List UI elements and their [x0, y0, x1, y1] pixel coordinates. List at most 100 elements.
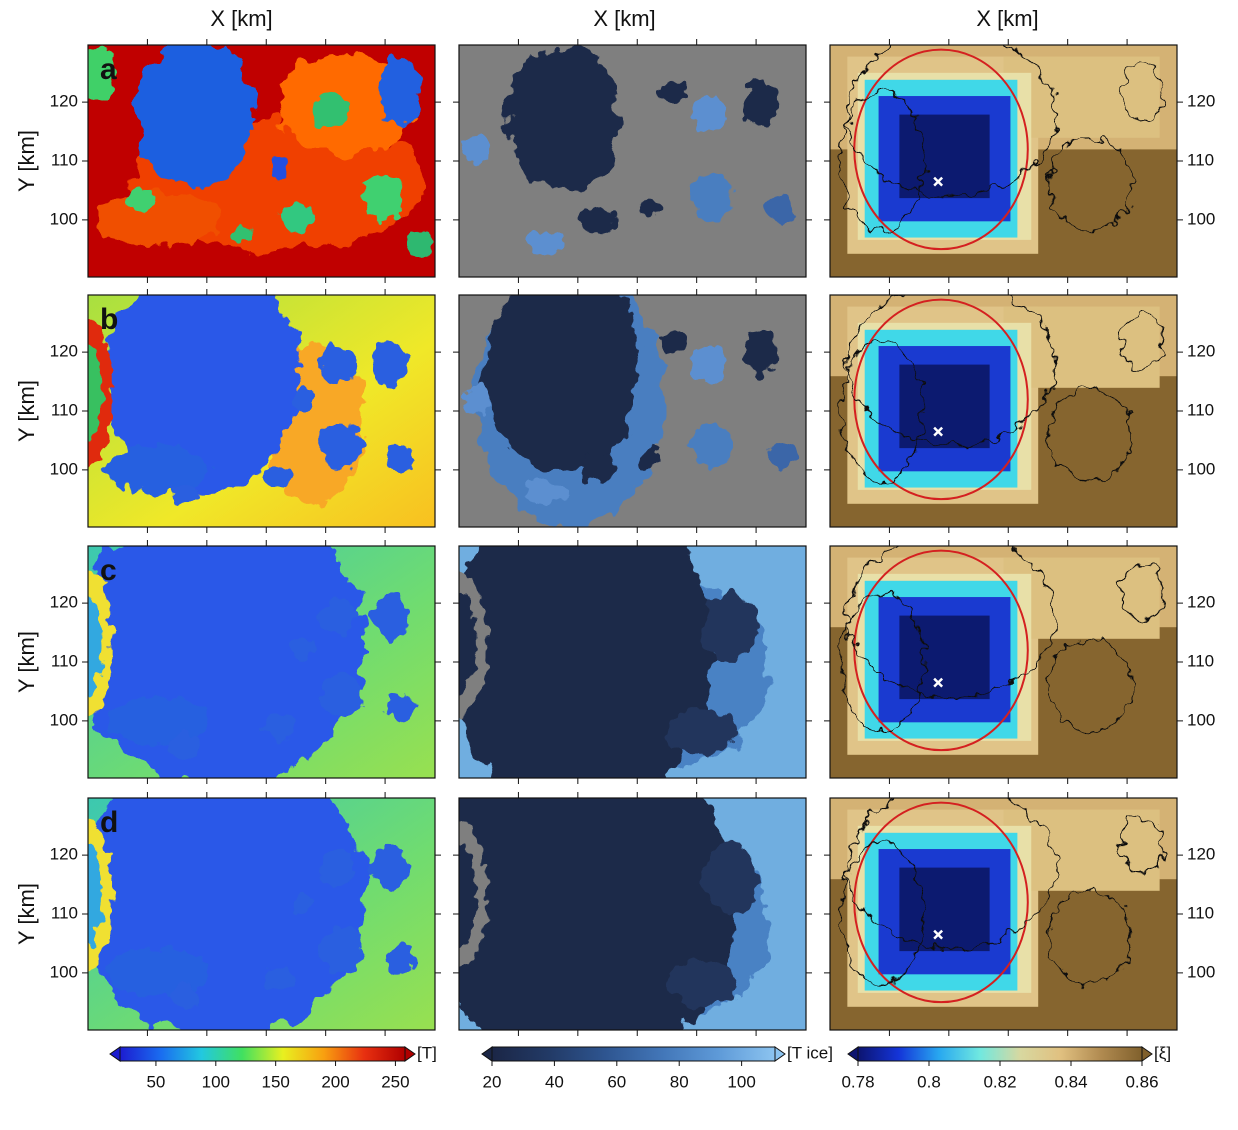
colorbar-end	[775, 1047, 785, 1061]
terrain-patch	[768, 193, 796, 221]
map-panel	[424, 735, 806, 1069]
terrain-patch	[702, 592, 758, 662]
terrain-patch	[320, 597, 355, 634]
colorbar-end	[405, 1047, 415, 1061]
terrain-patch	[126, 187, 154, 210]
y-tick-label: 100	[1187, 962, 1215, 981]
colorbar-label: [T]	[417, 1043, 437, 1062]
colorbar-tick-label: 0.86	[1125, 1072, 1158, 1091]
terrain-patch	[639, 198, 660, 217]
colorbar-tick-label: 100	[727, 1072, 755, 1091]
column-title: X [km]	[593, 6, 655, 31]
colorbar-tick-label: 150	[261, 1072, 289, 1091]
map-panel	[830, 786, 1177, 1030]
colorbar-tick-label: 250	[381, 1072, 409, 1091]
terrain-patch	[95, 191, 220, 247]
y-tick-label: 100	[1187, 209, 1215, 228]
colorbar-tick-label: 40	[545, 1072, 564, 1091]
colorbar-tick-label: 60	[607, 1072, 626, 1091]
column-title: X [km]	[976, 6, 1038, 31]
terrain-patch	[320, 926, 362, 972]
terrain-patch	[508, 45, 619, 193]
terrain-patch	[691, 346, 726, 383]
terrain-patch	[667, 960, 736, 1006]
y-tick-label: 110	[51, 903, 78, 922]
terrain-patch	[320, 423, 362, 469]
figure: X [km] X [km] X [km] Y [km] 100 110 120 a 100 110…	[0, 0, 1238, 1125]
colorbar-tick-label: 0.8	[917, 1072, 941, 1091]
y-tick-label: 100	[50, 710, 78, 729]
y-tick-label: 110	[51, 651, 78, 670]
colorbar-tick-label: 80	[670, 1072, 689, 1091]
map-panel	[830, 283, 1177, 527]
terrain-patch	[265, 715, 293, 738]
terrain-patch	[899, 365, 989, 449]
colorbar-tick-label: 0.84	[1054, 1072, 1087, 1091]
map-panel	[830, 534, 1177, 778]
column-title: X [km]	[210, 6, 272, 31]
terrain-patch	[373, 592, 408, 638]
colorbar	[492, 1047, 775, 1061]
terrain-patch	[386, 694, 414, 722]
map-panel	[64, 500, 435, 788]
y-axis-label: Y [km]	[14, 130, 39, 192]
terrain-patch	[404, 228, 432, 256]
y-tick-label: 110	[1187, 400, 1214, 419]
terrain-patch	[279, 203, 314, 231]
terrain-patch	[744, 80, 779, 126]
colorbar-label: [ξ]	[1154, 1043, 1171, 1062]
terrain-patch	[137, 40, 255, 188]
terrain-patch	[320, 346, 355, 383]
colorbar-end	[848, 1047, 858, 1061]
terrain-patch	[667, 708, 736, 754]
y-tick-label: 110	[1187, 903, 1214, 922]
colorbar	[858, 1047, 1142, 1061]
map-panel	[81, 40, 435, 277]
terrain-patch	[660, 330, 688, 353]
y-tick-label: 110	[51, 400, 78, 419]
terrain-patch	[462, 135, 490, 163]
panel-letter: d	[100, 806, 118, 839]
terrain-patch	[234, 226, 255, 245]
terrain-patch	[265, 464, 293, 487]
y-tick-label: 100	[1187, 710, 1215, 729]
terrain-patch	[320, 674, 362, 720]
map-panel	[459, 45, 806, 277]
terrain-patch	[314, 91, 349, 128]
y-tick-label: 100	[50, 209, 78, 228]
terrain-patch	[768, 443, 796, 471]
terrain-patch	[702, 844, 758, 914]
terrain-patch	[639, 448, 660, 467]
terrain-patch	[293, 891, 314, 914]
terrain-patch	[105, 446, 209, 492]
terrain-patch	[691, 96, 726, 133]
terrain-patch	[74, 500, 365, 788]
colorbar-tick-label: 0.78	[841, 1072, 874, 1091]
map-panel	[431, 483, 806, 817]
terrain-patch	[105, 949, 209, 995]
y-tick-label: 100	[1187, 459, 1215, 478]
map-panel	[830, 33, 1177, 277]
terrain-patch	[320, 849, 355, 886]
y-tick-label: 120	[50, 342, 78, 361]
colorbar-end	[110, 1047, 120, 1061]
y-tick-label: 120	[50, 845, 78, 864]
map-panel	[459, 265, 806, 527]
colorbar	[120, 1047, 405, 1061]
terrain-patch	[171, 986, 199, 1009]
panel-letter: a	[100, 53, 117, 86]
terrain-patch	[899, 115, 989, 199]
terrain-patch	[293, 639, 314, 662]
colorbar-label: [T ice]	[787, 1043, 833, 1062]
terrain-patch	[74, 752, 365, 1040]
colorbar-tick-label: 200	[321, 1072, 349, 1091]
colorbar-end	[482, 1047, 492, 1061]
map-panel	[64, 752, 435, 1040]
y-tick-label: 120	[1187, 593, 1215, 612]
y-axis-label: Y [km]	[14, 631, 39, 693]
terrain-patch	[373, 341, 408, 387]
colorbar-tick-label: 50	[146, 1072, 165, 1091]
y-tick-label: 120	[1187, 342, 1215, 361]
y-tick-label: 100	[50, 962, 78, 981]
terrain-patch	[362, 175, 404, 221]
